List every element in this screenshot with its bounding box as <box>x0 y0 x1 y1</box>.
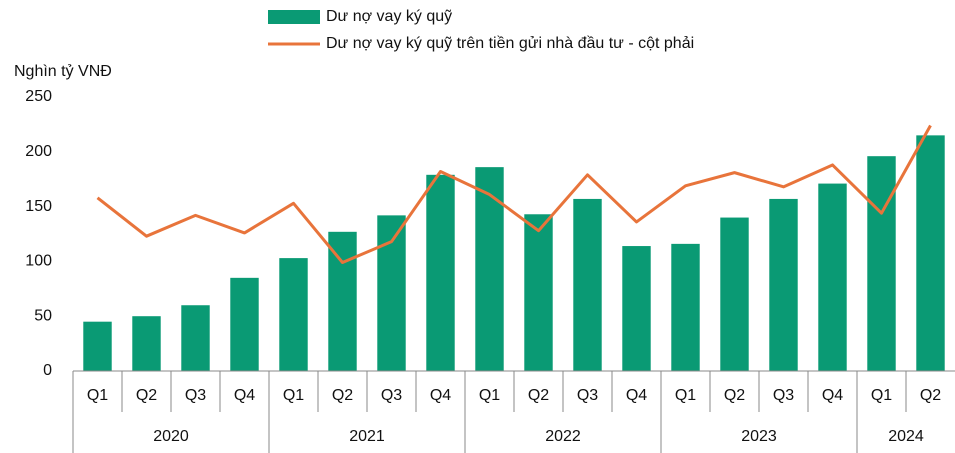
x-tick-label: Q3 <box>773 387 794 404</box>
y-tick-label: 150 <box>25 198 52 215</box>
line-series <box>96 124 932 264</box>
bar <box>671 243 700 371</box>
bar <box>818 183 847 371</box>
year-label: 2020 <box>153 428 189 445</box>
x-tick-label: Q4 <box>234 387 255 404</box>
x-tick-label: Q1 <box>675 387 696 404</box>
bar <box>328 231 357 371</box>
x-tick-label: Q1 <box>87 387 108 404</box>
bar <box>230 277 259 371</box>
y-axis-title: Nghìn tỷ VNĐ <box>14 63 112 80</box>
x-tick-label: Q2 <box>724 387 745 404</box>
bar <box>83 321 112 371</box>
bar <box>916 135 945 371</box>
y-tick-label: 100 <box>25 253 52 270</box>
x-tick-label: Q2 <box>920 387 941 404</box>
year-label: 2023 <box>741 428 777 445</box>
x-tick-label: Q1 <box>283 387 304 404</box>
x-tick-label: Q2 <box>528 387 549 404</box>
bar <box>573 198 602 371</box>
legend-swatch <box>268 10 320 24</box>
x-tick-label: Q3 <box>381 387 402 404</box>
y-tick-label: 0 <box>43 362 52 379</box>
x-tick-label: Q2 <box>332 387 353 404</box>
x-tick-label: Q4 <box>626 387 647 404</box>
bar <box>475 167 504 371</box>
y-tick-label: 200 <box>25 143 52 160</box>
x-tick-label: Q4 <box>430 387 451 404</box>
x-tick-label: Q3 <box>577 387 598 404</box>
y-tick-label: 50 <box>34 307 52 324</box>
bar <box>622 246 651 371</box>
bar <box>181 305 210 371</box>
y-tick-label: 250 <box>25 88 52 105</box>
bar <box>279 258 308 371</box>
x-tick-label: Q3 <box>185 387 206 404</box>
x-tick-label: Q4 <box>822 387 843 404</box>
year-label: 2024 <box>888 428 924 445</box>
bar <box>377 215 406 371</box>
x-tick-label: Q1 <box>479 387 500 404</box>
bar <box>426 174 455 371</box>
bar <box>769 198 798 371</box>
legend-label: Dư nợ vay ký quỹ trên tiền gửi nhà đầu t… <box>326 35 694 52</box>
bar <box>720 217 749 371</box>
legend-label: Dư nợ vay ký quỹ <box>326 8 452 25</box>
year-label: 2021 <box>349 428 385 445</box>
x-tick-label: Q1 <box>871 387 892 404</box>
year-label: 2022 <box>545 428 581 445</box>
bar <box>867 156 896 371</box>
bar <box>132 316 161 371</box>
bar <box>524 214 553 371</box>
x-tick-label: Q2 <box>136 387 157 404</box>
